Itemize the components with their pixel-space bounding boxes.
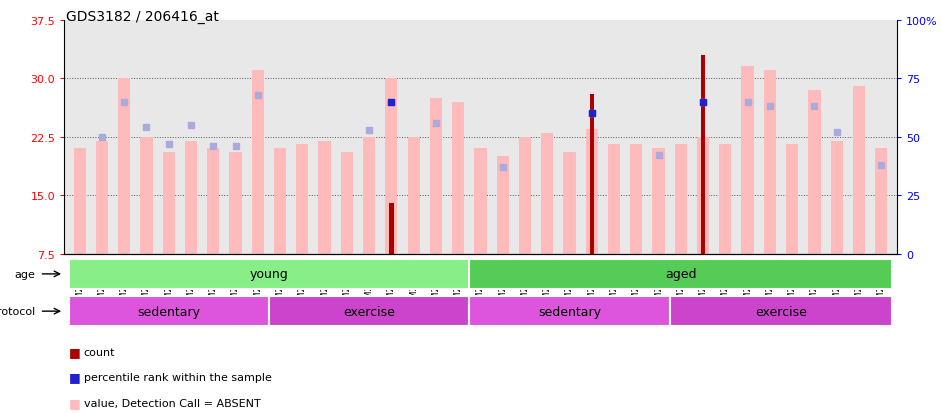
- Bar: [252, 71, 264, 254]
- Text: young: young: [250, 268, 288, 281]
- Bar: [73, 149, 86, 254]
- Bar: [389, 204, 394, 254]
- Text: percentile rank within the sample: percentile rank within the sample: [84, 373, 271, 382]
- Bar: [430, 98, 442, 254]
- Bar: [229, 153, 241, 254]
- Bar: [118, 79, 130, 254]
- Bar: [268, 296, 469, 327]
- Bar: [563, 153, 576, 254]
- Bar: [808, 91, 820, 254]
- Text: ■: ■: [69, 370, 80, 383]
- Bar: [541, 133, 553, 254]
- Bar: [296, 145, 308, 254]
- Bar: [363, 137, 375, 254]
- Bar: [875, 149, 887, 254]
- Text: protocol: protocol: [0, 306, 35, 316]
- Bar: [341, 153, 353, 254]
- Text: sedentary: sedentary: [138, 305, 201, 318]
- Bar: [653, 149, 665, 254]
- Bar: [697, 137, 709, 254]
- Text: GDS3182 / 206416_at: GDS3182 / 206416_at: [66, 10, 219, 24]
- Bar: [853, 87, 865, 254]
- Bar: [831, 141, 843, 254]
- Bar: [140, 137, 153, 254]
- Bar: [69, 259, 469, 290]
- Bar: [469, 259, 892, 290]
- Bar: [69, 296, 268, 327]
- Bar: [408, 137, 420, 254]
- Bar: [96, 141, 108, 254]
- Bar: [452, 102, 464, 254]
- Bar: [608, 145, 620, 254]
- Bar: [385, 79, 398, 254]
- Text: exercise: exercise: [343, 305, 395, 318]
- Bar: [274, 149, 286, 254]
- Bar: [764, 71, 776, 254]
- Text: sedentary: sedentary: [538, 305, 601, 318]
- Bar: [674, 145, 687, 254]
- Bar: [163, 153, 175, 254]
- Text: ■: ■: [69, 396, 80, 409]
- Text: value, Detection Call = ABSENT: value, Detection Call = ABSENT: [84, 398, 261, 408]
- Bar: [207, 149, 219, 254]
- Text: count: count: [84, 347, 115, 357]
- Bar: [469, 296, 670, 327]
- Bar: [741, 67, 754, 254]
- Bar: [496, 157, 509, 254]
- Bar: [590, 95, 593, 254]
- Text: exercise: exercise: [755, 305, 807, 318]
- Bar: [786, 145, 798, 254]
- Text: ■: ■: [69, 345, 80, 358]
- Bar: [318, 141, 331, 254]
- Bar: [185, 141, 197, 254]
- Text: age: age: [14, 269, 35, 279]
- Bar: [630, 145, 642, 254]
- Bar: [475, 149, 487, 254]
- Bar: [586, 130, 598, 254]
- Bar: [719, 145, 731, 254]
- Bar: [670, 296, 892, 327]
- Text: aged: aged: [665, 268, 696, 281]
- Bar: [519, 137, 531, 254]
- Bar: [701, 56, 706, 254]
